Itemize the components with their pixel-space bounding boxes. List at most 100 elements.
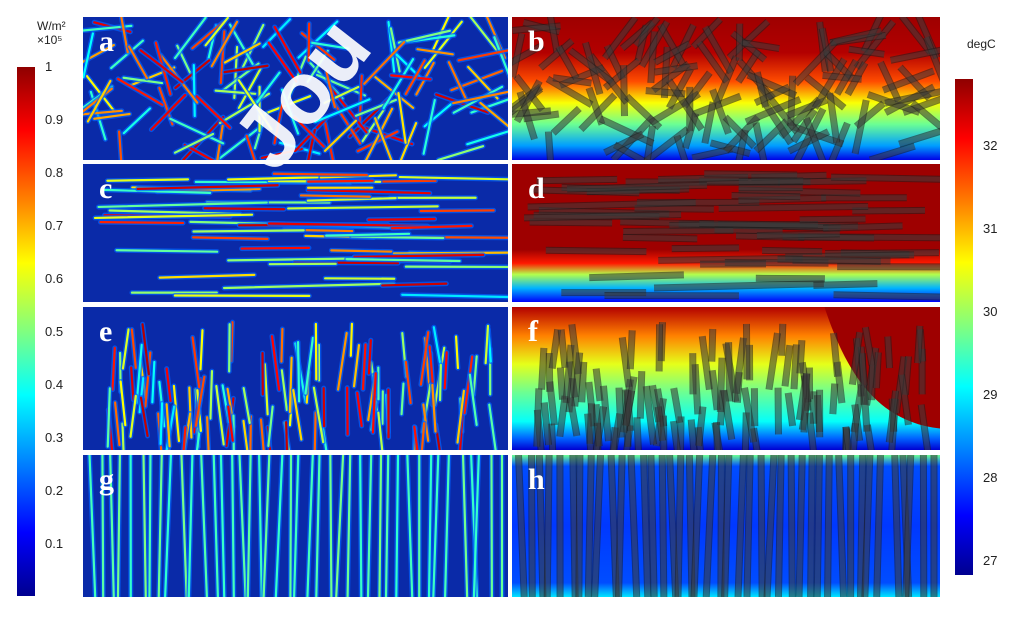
fiber-outline bbox=[545, 246, 647, 256]
fiber-fill bbox=[599, 116, 654, 146]
fiber-fill bbox=[671, 387, 683, 424]
fiber-outline bbox=[575, 455, 584, 597]
fiber-fill bbox=[541, 402, 552, 446]
fiber bbox=[215, 127, 259, 160]
fiber-outline bbox=[654, 62, 699, 76]
fiber-fill bbox=[808, 455, 815, 597]
fiber-fill bbox=[523, 111, 560, 122]
fiber-outline bbox=[790, 344, 800, 390]
right-colorbar-tick: 28 bbox=[983, 470, 998, 485]
fiber-outline bbox=[899, 17, 934, 55]
fiber-fill bbox=[587, 403, 595, 445]
fiber-outline bbox=[726, 19, 771, 61]
fiber bbox=[194, 375, 206, 427]
fiber-fill bbox=[666, 78, 704, 131]
fiber bbox=[335, 455, 345, 597]
fiber-outline bbox=[702, 25, 734, 75]
fiber-fill bbox=[688, 419, 697, 450]
fiber bbox=[237, 79, 273, 131]
fiber-outline bbox=[546, 381, 558, 426]
fiber bbox=[315, 455, 321, 597]
fiber-outline bbox=[777, 255, 891, 265]
fiber bbox=[330, 249, 393, 253]
fiber-outline bbox=[851, 404, 864, 442]
fiber bbox=[216, 124, 224, 160]
fiber-outline bbox=[671, 244, 740, 253]
panel-a-label: a bbox=[99, 25, 114, 58]
fiber bbox=[270, 335, 281, 391]
fiber-outline bbox=[618, 336, 633, 388]
fiber bbox=[183, 143, 215, 160]
panel-g-label: g bbox=[99, 463, 114, 496]
fiber-fill bbox=[852, 404, 863, 442]
fiber-fill bbox=[852, 99, 869, 155]
fiber-fill bbox=[552, 75, 592, 86]
left-colorbar-tick: 0.6 bbox=[45, 271, 64, 286]
panel-a-field bbox=[83, 17, 508, 160]
fiber-fill bbox=[829, 122, 850, 160]
fiber-outline bbox=[550, 105, 582, 136]
fiber bbox=[136, 184, 279, 191]
fiber-outline bbox=[578, 361, 588, 403]
fiber-outline bbox=[877, 60, 902, 103]
fiber bbox=[419, 331, 430, 386]
fiber-outline bbox=[744, 96, 802, 126]
fiber bbox=[114, 401, 121, 447]
fiber bbox=[172, 384, 181, 443]
panel-g-field bbox=[83, 455, 508, 597]
fiber-fill bbox=[899, 17, 933, 55]
fiber bbox=[413, 425, 419, 450]
fiber bbox=[309, 41, 350, 50]
fiber-fill bbox=[848, 46, 885, 57]
fiber bbox=[273, 101, 284, 145]
fiber bbox=[337, 331, 348, 391]
fiber-outline bbox=[527, 199, 696, 211]
fiber-fill bbox=[569, 323, 581, 375]
fiber-outline bbox=[702, 455, 717, 597]
fiber-outline bbox=[834, 58, 860, 96]
fiber bbox=[285, 421, 289, 450]
fiber-fill bbox=[898, 128, 940, 147]
fiber-outline bbox=[923, 36, 940, 82]
fiber-fill bbox=[523, 212, 682, 221]
fiber-outline bbox=[830, 173, 940, 183]
fiber bbox=[259, 418, 265, 450]
fiber bbox=[238, 455, 247, 597]
fiber bbox=[293, 455, 300, 597]
hot-region bbox=[824, 307, 940, 429]
fiber-fill bbox=[644, 125, 656, 160]
fiber bbox=[280, 369, 288, 412]
fiber-fill bbox=[852, 207, 926, 214]
fiber-fill bbox=[830, 383, 838, 415]
fiber-fill bbox=[557, 395, 568, 437]
fiber-fill bbox=[834, 59, 859, 96]
fiber-fill bbox=[918, 404, 931, 450]
fiber-outline bbox=[555, 44, 580, 80]
fiber bbox=[106, 178, 190, 182]
fiber bbox=[158, 273, 256, 279]
fiber-outline bbox=[584, 455, 595, 597]
fiber bbox=[120, 17, 129, 54]
fiber bbox=[223, 42, 261, 64]
fiber-fill bbox=[721, 389, 735, 440]
fiber bbox=[423, 20, 463, 69]
fiber bbox=[457, 49, 508, 62]
fiber bbox=[306, 455, 314, 597]
fiber-outline bbox=[857, 346, 868, 386]
fiber-fill bbox=[884, 89, 940, 106]
fiber-fill bbox=[534, 388, 542, 447]
fiber-outline bbox=[884, 88, 940, 107]
fiber bbox=[313, 411, 317, 450]
fiber-fill bbox=[766, 332, 780, 390]
fiber-fill bbox=[714, 422, 720, 450]
fiber-outline bbox=[623, 226, 734, 236]
fiber bbox=[420, 422, 426, 450]
fiber-outline bbox=[654, 406, 667, 442]
fiber-fill bbox=[545, 131, 553, 160]
fiber bbox=[215, 384, 225, 446]
fiber-outline bbox=[813, 280, 878, 289]
fiber bbox=[130, 328, 137, 369]
fiber bbox=[122, 76, 164, 85]
fiber-fill bbox=[666, 67, 693, 110]
fiber bbox=[323, 119, 357, 152]
